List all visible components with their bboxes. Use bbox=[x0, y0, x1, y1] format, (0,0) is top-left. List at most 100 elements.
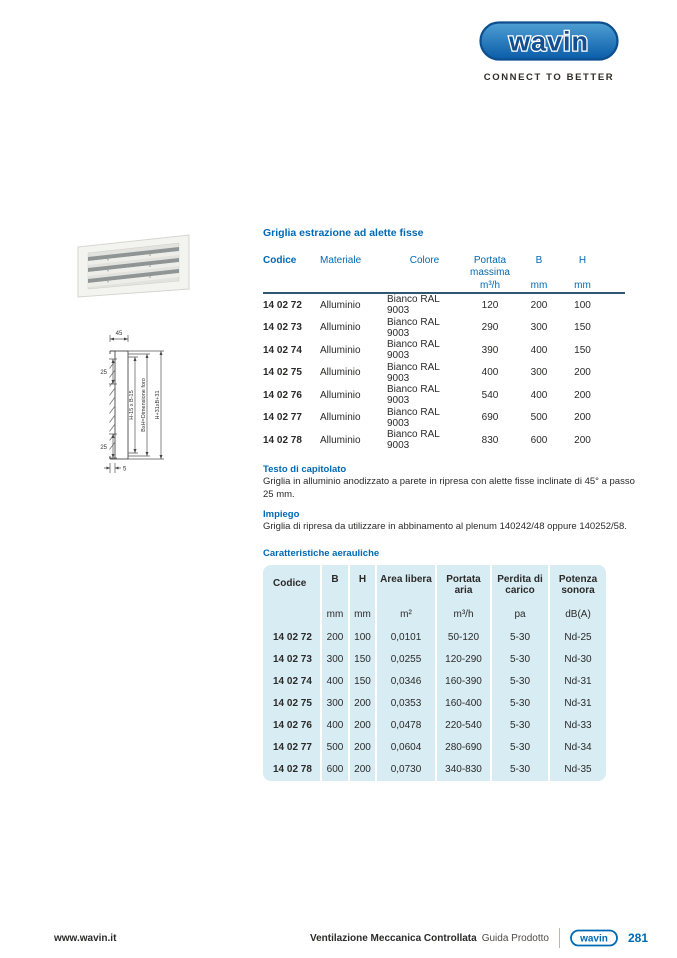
unit-b: mm bbox=[322, 606, 348, 627]
cell-b: 400 bbox=[530, 389, 548, 401]
section-body-line: 25 mm. bbox=[263, 488, 295, 500]
cell-h: 200 bbox=[574, 389, 591, 401]
cell-materiale: Alluminio bbox=[320, 434, 361, 446]
wavin-logo: wavin bbox=[479, 21, 619, 61]
dim-hole-label: BxH=Dimensione foro bbox=[141, 378, 147, 432]
cell-perdita: 5-30 bbox=[492, 736, 548, 759]
aeraulic-table-units: mm mm m² m³/h pa dB(A) bbox=[263, 606, 606, 627]
cell-b: 400 bbox=[322, 670, 348, 693]
cell-codice: 14 02 76 bbox=[263, 714, 320, 737]
cell-potenza: Nd-33 bbox=[550, 714, 606, 737]
col-header-portata: Portata aria bbox=[437, 564, 490, 607]
cell-codice: 14 02 73 bbox=[263, 322, 302, 334]
col-header-potenza: Potenza sonora bbox=[550, 564, 606, 607]
brand-header: wavin CONNECT TO BETTER bbox=[479, 21, 619, 83]
table-row: 14 02 77 Alluminio Bianco RAL 9003 690 5… bbox=[263, 407, 625, 430]
unit-empty bbox=[387, 279, 462, 290]
cell-potenza: Nd-31 bbox=[550, 670, 606, 693]
table-row: 14 02 73 Alluminio Bianco RAL 9003 290 3… bbox=[263, 317, 625, 340]
cell-perdita: 5-30 bbox=[492, 714, 548, 737]
cell-h: 200 bbox=[574, 412, 591, 424]
main-content: Griglia estrazione ad alette fisse Codic… bbox=[263, 227, 635, 781]
cell-materiale: Alluminio bbox=[320, 367, 361, 379]
section-body-line: Griglia in alluminio anodizzato a parete… bbox=[263, 475, 635, 487]
section-body-line: Griglia di ripresa da utilizzare in abbi… bbox=[263, 520, 627, 532]
cell-b: 200 bbox=[322, 626, 348, 649]
cell-potenza: Nd-34 bbox=[550, 736, 606, 759]
cell-portata: 160-400 bbox=[437, 692, 490, 715]
footer-wavin-logo: wavin bbox=[570, 929, 618, 947]
cell-potenza: Nd-30 bbox=[550, 648, 606, 671]
cell-b: 300 bbox=[530, 322, 548, 334]
table-row: 14 02 76 Alluminio Bianco RAL 9003 540 4… bbox=[263, 384, 625, 407]
cell-portata: 830 bbox=[481, 434, 499, 446]
cell-b: 300 bbox=[322, 648, 348, 671]
cell-h: 200 bbox=[350, 736, 375, 759]
cell-area: 0,0604 bbox=[377, 736, 435, 759]
cell-b: 200 bbox=[530, 299, 548, 311]
col-header-portata: Portata massima bbox=[469, 255, 510, 278]
dim-outer-label: H+31xB+31 bbox=[155, 390, 161, 419]
footer-series-title: Ventilazione Meccanica Controllata bbox=[309, 932, 477, 944]
cell-codice: 14 02 76 bbox=[263, 389, 302, 401]
col-header-perdita: Perdita di carico bbox=[492, 564, 548, 607]
cell-portata: 280-690 bbox=[437, 736, 490, 759]
unit-perdita: pa bbox=[492, 606, 548, 627]
cell-codice: 14 02 77 bbox=[263, 412, 302, 424]
cell-materiale: Alluminio bbox=[320, 299, 361, 311]
product-photo bbox=[77, 234, 190, 298]
cell-h: 200 bbox=[350, 714, 375, 737]
dim-pitch-bottom-label: 25 bbox=[100, 445, 107, 451]
table-row: 14 02 72 200 100 0,0101 50-120 5-30 Nd-2… bbox=[263, 626, 606, 649]
cell-area: 0,0730 bbox=[377, 758, 435, 781]
unit-potenza: dB(A) bbox=[550, 606, 606, 627]
cell-portata: 120 bbox=[481, 299, 499, 311]
cell-colore: Bianco RAL 9003 bbox=[387, 316, 440, 339]
table-row: 14 02 78 600 200 0,0730 340-830 5-30 Nd-… bbox=[263, 758, 606, 781]
footer-divider bbox=[558, 928, 560, 948]
table-row: 14 02 75 300 200 0,0353 160-400 5-30 Nd-… bbox=[263, 692, 606, 715]
footer-wavin-logo-text: wavin bbox=[579, 934, 608, 945]
cell-perdita: 5-30 bbox=[492, 626, 548, 649]
cell-h: 100 bbox=[350, 626, 375, 649]
unit-portata: m³/h bbox=[480, 280, 500, 291]
cell-h: 200 bbox=[350, 758, 375, 781]
cell-h: 150 bbox=[574, 322, 591, 334]
col-header-area: Area libera bbox=[377, 564, 435, 607]
cell-codice: 14 02 78 bbox=[263, 758, 320, 781]
cell-codice: 14 02 75 bbox=[263, 692, 320, 715]
cell-colore: Bianco RAL 9003 bbox=[387, 361, 440, 384]
products-table-units: m³/h mm mm bbox=[263, 279, 625, 294]
unit-empty bbox=[263, 279, 320, 290]
cell-materiale: Alluminio bbox=[320, 322, 361, 334]
cell-codice: 14 02 78 bbox=[263, 434, 302, 446]
table-row: 14 02 74 Alluminio Bianco RAL 9003 390 4… bbox=[263, 339, 625, 362]
cell-portata: 220-540 bbox=[437, 714, 490, 737]
col-header-h: H bbox=[350, 564, 375, 607]
cell-h: 200 bbox=[574, 434, 591, 446]
cell-portata: 390 bbox=[481, 344, 499, 356]
col-header-codice: Codice bbox=[263, 255, 297, 266]
unit-portata: m³/h bbox=[437, 606, 490, 627]
table-row: 14 02 76 400 200 0,0478 220-540 5-30 Nd-… bbox=[263, 714, 606, 737]
cell-b: 500 bbox=[322, 736, 348, 759]
cell-h: 150 bbox=[574, 344, 591, 356]
cell-portata: 540 bbox=[481, 389, 499, 401]
cell-colore: Bianco RAL 9003 bbox=[387, 429, 440, 452]
cell-b: 300 bbox=[322, 692, 348, 715]
dim-flange-label: 5 bbox=[123, 467, 127, 473]
dimension-diagram: 45 25 25 H-15 x B-15 BxH=Dimensione foro… bbox=[100, 331, 164, 473]
cell-b: 600 bbox=[530, 434, 548, 446]
col-header-codice: Codice bbox=[263, 564, 320, 607]
cell-portata: 160-390 bbox=[437, 670, 490, 693]
cell-colore: Bianco RAL 9003 bbox=[387, 294, 440, 317]
unit-b: mm bbox=[530, 280, 548, 291]
cell-codice: 14 02 77 bbox=[263, 736, 320, 759]
cell-potenza: Nd-25 bbox=[550, 626, 606, 649]
cell-potenza: Nd-31 bbox=[550, 692, 606, 715]
section-heading-impiego: Impiego bbox=[263, 508, 300, 520]
page-footer: www.wavin.it Ventilazione Meccanica Cont… bbox=[54, 928, 648, 948]
cell-b: 400 bbox=[530, 344, 548, 356]
cell-codice: 14 02 75 bbox=[263, 367, 302, 379]
cell-codice: 14 02 73 bbox=[263, 648, 320, 671]
